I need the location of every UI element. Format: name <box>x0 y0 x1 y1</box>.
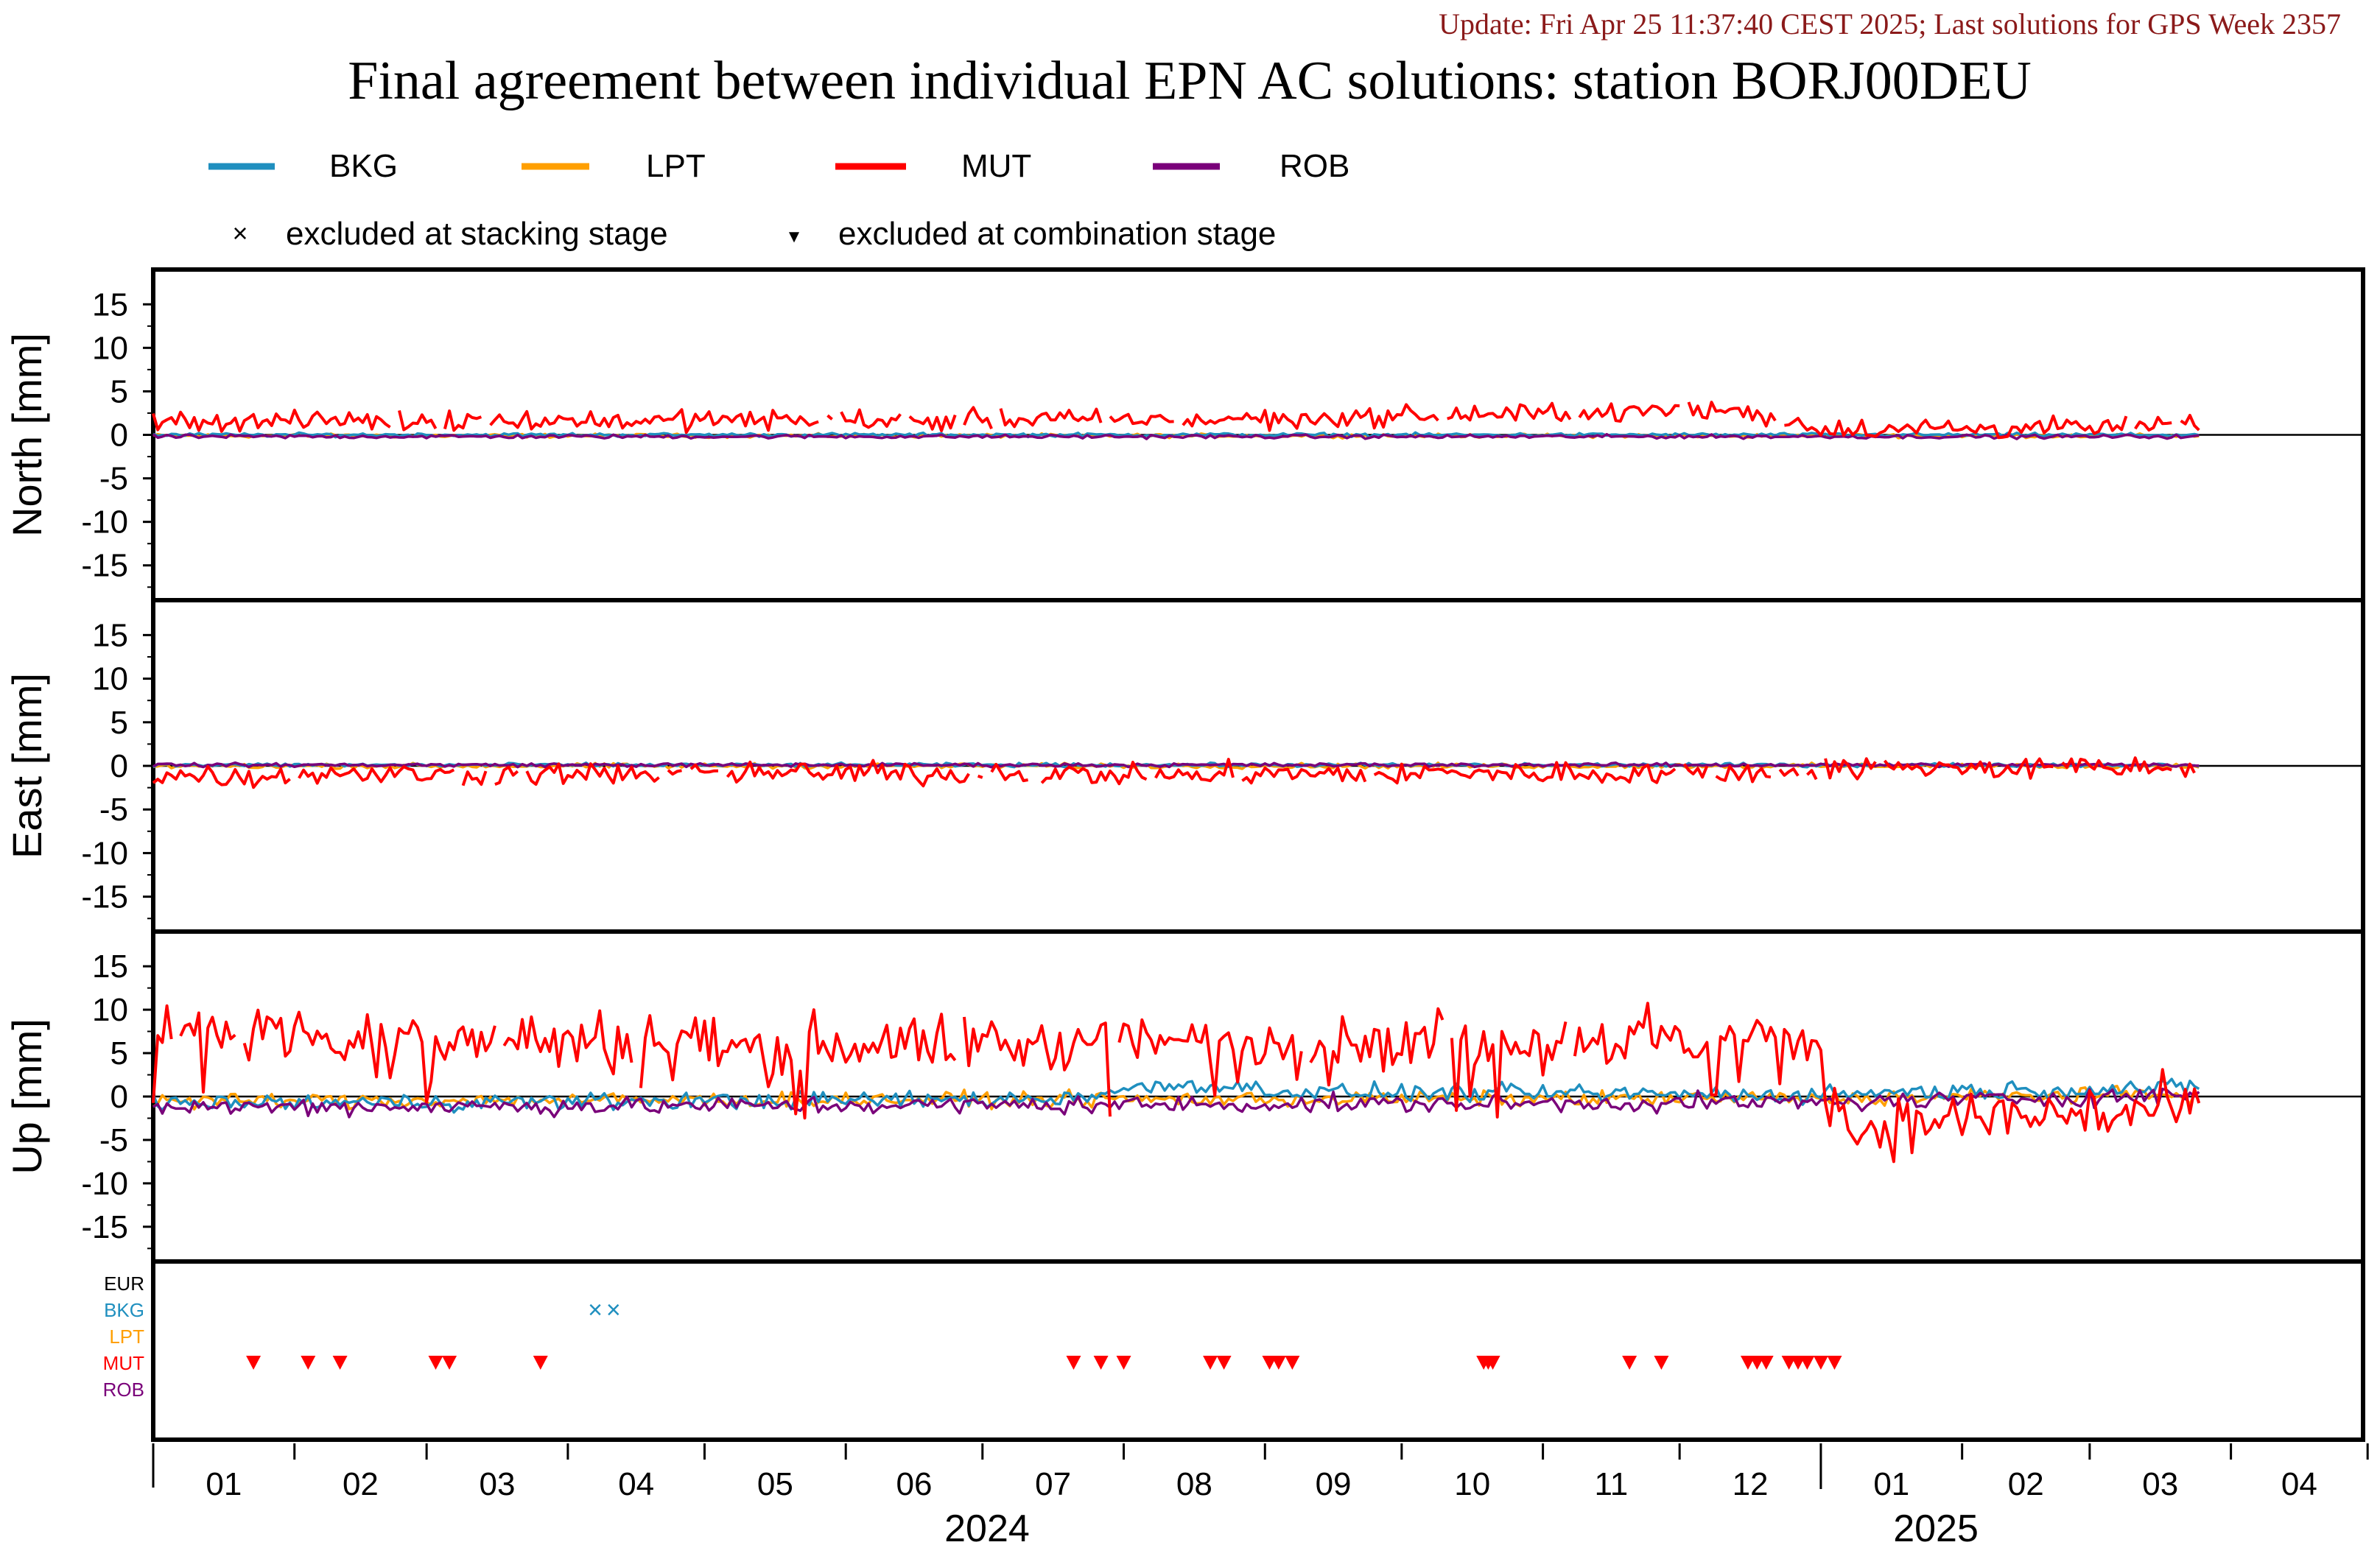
y-axis-label-east: East [mm] <box>4 673 50 859</box>
exclusion-panel: EUR BKG LPT MUT ROB × × <box>103 1259 2365 1442</box>
series-mut-up <box>152 1002 2201 1164</box>
y-tick-label: -5 <box>99 792 128 828</box>
legend-label-bkg: BKG <box>329 148 398 184</box>
y-tick-label: 15 <box>92 617 128 653</box>
month-label: 03 <box>480 1466 516 1502</box>
month-label: 02 <box>343 1466 379 1502</box>
year-label: 2025 <box>1893 1507 1979 1545</box>
combination-exclusion-marker <box>1654 1356 1669 1370</box>
month-label: 06 <box>896 1466 933 1502</box>
month-label: 02 <box>2008 1466 2044 1502</box>
plot-panels: 15 10 5 0 -5 -10 -15 North [mm] 15 10 5 0 -5 -10 -15 Ea… <box>4 267 2365 1442</box>
combination-exclusion-marker <box>301 1356 316 1370</box>
combination-exclusion-marker <box>1116 1356 1131 1370</box>
combination-exclusion-marker <box>1485 1356 1500 1370</box>
y-tick-label: -15 <box>81 1209 128 1245</box>
y-tick-label: 10 <box>92 992 128 1028</box>
series-mut-east <box>152 756 2196 789</box>
update-text: Update: Fri Apr 25 11:37:40 CEST 2025; L… <box>1439 7 2341 41</box>
stacking-marker-label: excluded at stacking stage <box>286 216 668 252</box>
month-label: 01 <box>1873 1466 1909 1502</box>
y-tick-label: 0 <box>110 418 128 454</box>
combination-exclusion-marker <box>428 1356 443 1370</box>
stacking-marker-icon: × <box>232 218 248 248</box>
exclusion-row-label: LPT <box>109 1326 144 1348</box>
panel-east: 15 10 5 0 -5 -10 -15 East [mm] <box>4 598 2365 934</box>
y-tick-label: 0 <box>110 748 128 784</box>
month-label: 05 <box>757 1466 793 1502</box>
combination-exclusion-marker <box>1285 1356 1300 1370</box>
y-tick-label: 10 <box>92 661 128 697</box>
exclusion-row-label: ROB <box>103 1379 144 1401</box>
y-tick-label: -15 <box>81 548 128 584</box>
y-axis-label-up: Up [mm] <box>4 1018 50 1175</box>
stacking-exclusion-marker: × <box>588 1296 603 1324</box>
combination-exclusion-marker <box>1093 1356 1109 1370</box>
y-tick-label: -5 <box>99 461 128 497</box>
year-label: 2024 <box>944 1507 1030 1545</box>
month-label: 03 <box>2142 1466 2178 1502</box>
combination-marker-icon: ▼ <box>785 227 803 247</box>
series-mut-north <box>152 401 2200 440</box>
combination-exclusion-marker <box>1758 1356 1774 1370</box>
combination-exclusion-marker <box>1813 1356 1828 1370</box>
combination-exclusion-marker <box>442 1356 457 1370</box>
stacking-exclusion-marker: × <box>606 1296 621 1324</box>
time-axis: 01 02 03 04 05 06 07 08 09 10 11 12 01 02 03 04 2024 2025 <box>152 1443 2369 1545</box>
series-bkg-north <box>152 431 2200 439</box>
month-label: 08 <box>1176 1466 1212 1502</box>
panel-north: 15 10 5 0 -5 -10 -15 North [mm] <box>4 267 2365 602</box>
chart-title: Final agreement between individual EPN A… <box>348 51 2032 111</box>
legend: BKG LPT MUT ROB × excluded at stacking s… <box>208 148 1349 252</box>
y-tick-label: 10 <box>92 330 128 366</box>
legend-label-mut: MUT <box>961 148 1031 184</box>
combination-exclusion-marker <box>1827 1356 1842 1370</box>
y-tick-label: 5 <box>110 705 128 741</box>
legend-label-lpt: LPT <box>646 148 706 184</box>
month-label: 04 <box>2281 1466 2317 1502</box>
combination-marker-label: excluded at combination stage <box>838 216 1276 252</box>
panel-up: 15 10 5 0 -5 -10 -15 Up [mm] <box>4 929 2365 1264</box>
month-label: 01 <box>206 1466 242 1502</box>
combination-exclusion-marker <box>1800 1356 1815 1370</box>
combination-exclusion-marker <box>1271 1356 1286 1370</box>
month-label: 04 <box>618 1466 654 1502</box>
month-label: 12 <box>1733 1466 1769 1502</box>
y-tick-label: -5 <box>99 1122 128 1158</box>
series-rob-north <box>152 432 2200 440</box>
combination-exclusion-marker <box>1203 1356 1218 1370</box>
combination-exclusion-marker <box>1216 1356 1232 1370</box>
exclusion-frame <box>151 1259 2365 1442</box>
month-label: 09 <box>1316 1466 1352 1502</box>
combination-exclusion-marker <box>1622 1356 1637 1370</box>
month-label: 11 <box>1595 1466 1629 1502</box>
legend-label-rob: ROB <box>1279 148 1349 184</box>
exclusion-row-label: MUT <box>103 1352 144 1374</box>
y-tick-label: -10 <box>81 835 128 871</box>
month-label: 07 <box>1035 1466 1071 1502</box>
y-tick-label: 5 <box>110 1035 128 1071</box>
month-label: 10 <box>1454 1466 1490 1502</box>
y-tick-label: 5 <box>110 373 128 409</box>
series-rob-up <box>152 1087 2200 1119</box>
exclusion-row-label: EUR <box>104 1273 144 1295</box>
combination-exclusion-marker <box>533 1356 548 1370</box>
y-tick-label: 15 <box>92 286 128 323</box>
y-tick-label: 15 <box>92 949 128 985</box>
series-bkg-up <box>152 1077 2200 1114</box>
y-tick-label: -10 <box>81 1166 128 1202</box>
y-tick-label: 0 <box>110 1079 128 1115</box>
combination-exclusion-marker <box>1066 1356 1081 1370</box>
y-axis-label-north: North [mm] <box>4 333 50 537</box>
y-tick-label: -15 <box>81 879 128 915</box>
combination-exclusion-marker <box>332 1356 348 1370</box>
combination-exclusion-marker <box>246 1356 261 1370</box>
series-rob-east <box>152 761 2200 769</box>
y-tick-label: -10 <box>81 504 128 541</box>
exclusion-row-label: BKG <box>104 1299 144 1321</box>
